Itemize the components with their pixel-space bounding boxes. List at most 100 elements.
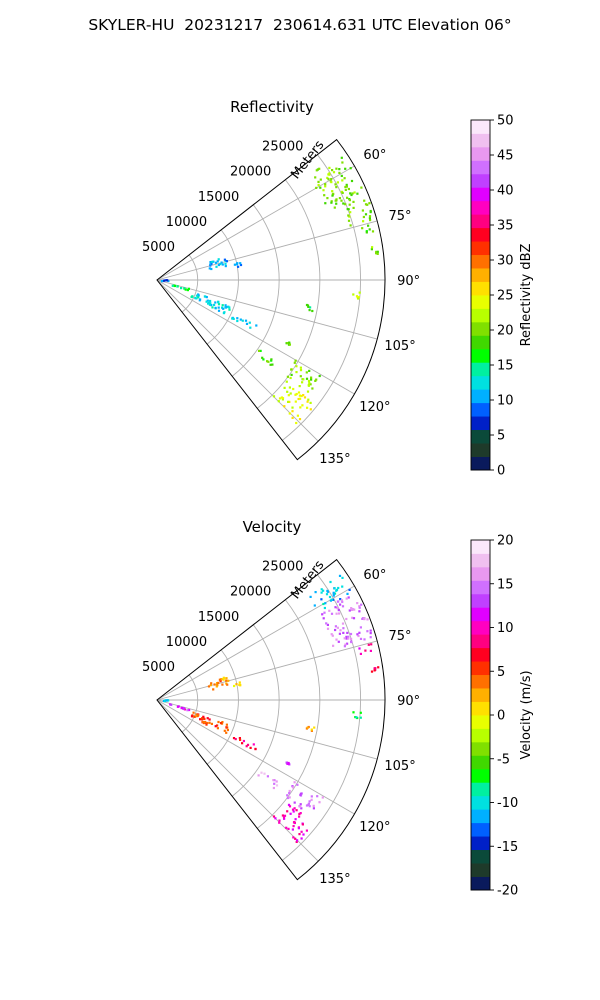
echo-gate <box>351 616 354 619</box>
echo-gate <box>352 617 356 620</box>
azimuth-gridline <box>156 279 319 442</box>
colorbar-swatch <box>471 241 490 256</box>
echo-gate <box>345 635 348 638</box>
echo-gate <box>332 594 335 597</box>
echo-gate <box>326 590 329 593</box>
echo-gate <box>283 386 286 389</box>
echo-gate <box>322 189 325 192</box>
echo-gate <box>367 643 370 646</box>
echo-gate <box>235 683 238 686</box>
echo-gate <box>291 785 294 788</box>
echo-gate <box>267 360 270 363</box>
colorbar-tick-label: 50 <box>497 114 514 129</box>
echo-gate <box>357 634 360 638</box>
echo-gate <box>295 371 298 374</box>
colorbar-tick-label: -15 <box>497 840 518 855</box>
echo-gate <box>288 343 291 346</box>
colorbar-swatch <box>471 795 490 810</box>
echo-gate <box>297 391 301 394</box>
echo-gate <box>208 303 211 306</box>
echo-gate <box>338 171 341 174</box>
echo-gate <box>217 258 220 261</box>
echo-gate <box>180 287 183 290</box>
echo-gate <box>336 181 339 184</box>
echo-gate <box>344 185 347 189</box>
echo-gate <box>347 187 350 191</box>
echo-gate <box>364 649 367 652</box>
echo-gate <box>209 684 212 687</box>
colorbar-swatch <box>471 741 490 756</box>
echo-gate <box>236 317 239 320</box>
range-ring <box>256 179 321 409</box>
echo-gate <box>260 771 263 774</box>
echo-gate <box>348 588 351 591</box>
echo-gate <box>288 789 291 793</box>
colorbar-swatch <box>471 688 490 702</box>
echo-gate <box>187 287 190 290</box>
echo-gate <box>334 625 337 628</box>
colorbar-swatch <box>471 429 490 444</box>
echo-gate <box>173 284 176 288</box>
echo-gate <box>341 605 345 608</box>
echo-gate <box>290 373 293 376</box>
echo-gate <box>349 224 352 227</box>
echo-gate <box>225 679 228 682</box>
echo-gate <box>286 796 290 800</box>
echo-gate <box>328 173 331 176</box>
echo-gate <box>299 803 302 806</box>
echo-gate <box>288 805 292 808</box>
echo-gate <box>333 592 337 595</box>
echo-gate <box>298 394 301 397</box>
echo-gate <box>160 280 164 283</box>
echo-gate <box>358 606 361 609</box>
echo-gate <box>338 612 341 615</box>
echo-gate <box>335 186 338 189</box>
echo-gate <box>295 365 298 368</box>
echo-gate <box>208 301 211 304</box>
echo-gate <box>298 812 301 816</box>
colorbar-swatch <box>471 295 490 309</box>
echo-gate <box>351 608 354 611</box>
echo-gate <box>183 708 186 711</box>
azimuth-tick-label: 120° <box>359 820 390 835</box>
colorbar-tick-label: 5 <box>497 665 505 680</box>
echo-gate <box>307 379 311 383</box>
colorbar-swatch <box>471 281 490 296</box>
colorbar-swatch <box>471 782 490 797</box>
echo-gate <box>315 186 318 189</box>
echo-gate <box>294 359 297 362</box>
echo-gate <box>299 397 302 400</box>
echo-gate <box>369 629 372 632</box>
echo-gate <box>274 817 277 820</box>
echo-gate <box>335 202 338 205</box>
colorbar-swatch <box>471 187 490 202</box>
echo-gate <box>345 185 348 188</box>
colorbar-swatch <box>471 389 490 404</box>
echo-gate <box>356 602 359 605</box>
echo-gate <box>331 194 334 197</box>
echo-gate <box>330 200 333 203</box>
echo-gate <box>371 246 374 249</box>
echo-gate <box>270 359 273 362</box>
echo-gate <box>186 709 189 712</box>
echo-gate <box>192 711 195 714</box>
echo-gate <box>294 400 297 403</box>
colorbar-swatch <box>471 768 490 783</box>
echo-gate <box>303 396 307 399</box>
colorbar-swatch <box>471 335 490 350</box>
echo-gate <box>335 198 338 201</box>
echo-gate <box>307 383 310 387</box>
echo-gate <box>221 683 224 686</box>
colorbar-swatch <box>471 674 490 689</box>
echo-gate <box>287 827 290 830</box>
echo-gate <box>333 206 336 209</box>
echo-gate <box>328 166 331 169</box>
echo-gate <box>210 682 213 685</box>
colorbar-swatch <box>471 416 490 431</box>
echo-gate <box>269 363 272 366</box>
echo-gate <box>343 645 346 648</box>
echo-gate <box>281 814 284 817</box>
echo-gate <box>294 818 297 821</box>
echo-gate <box>288 386 291 389</box>
echo-gate <box>340 174 343 177</box>
